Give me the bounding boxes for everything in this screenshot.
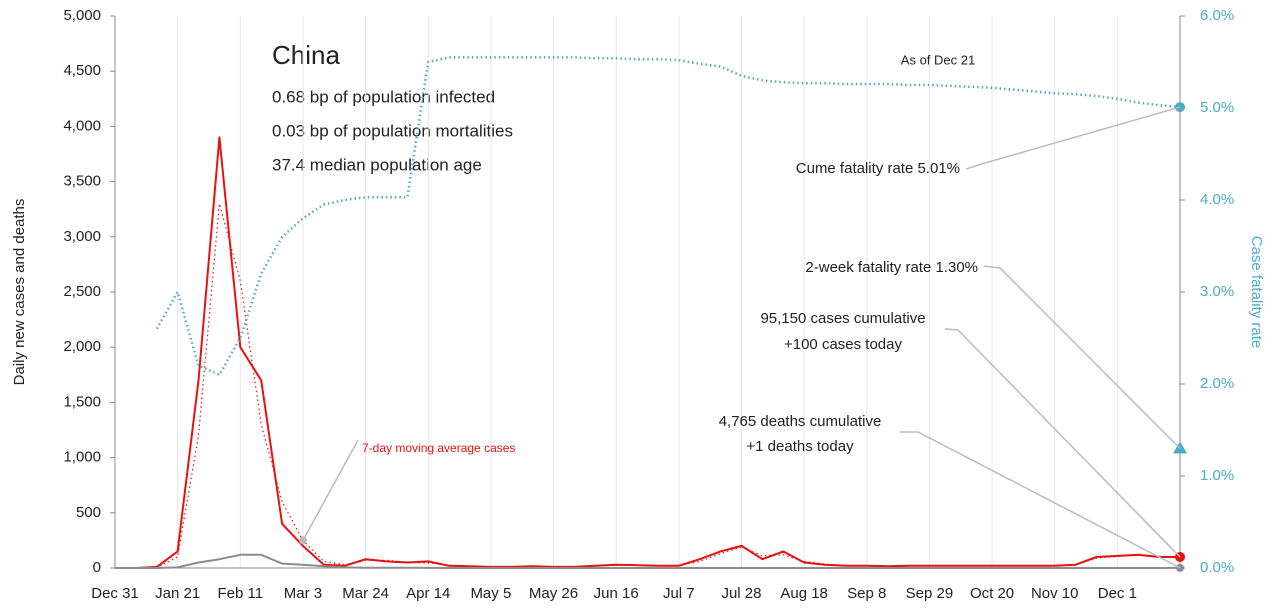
leader-line xyxy=(900,431,1181,569)
annotation: Cume fatality rate 5.01% xyxy=(796,160,960,177)
annotation: +1 deaths today xyxy=(746,438,854,455)
x-tick-label: Jul 7 xyxy=(663,585,695,602)
annotation: +100 cases today xyxy=(784,336,903,353)
series-line xyxy=(155,56,1181,377)
annotation: As of Dec 21 xyxy=(901,52,975,67)
x-tick-label: Dec 1 xyxy=(1098,585,1137,602)
annotation: 4,765 deaths cumulative xyxy=(719,413,882,430)
x-tick-label: Sep 29 xyxy=(906,585,954,602)
y-tick-label: 2,500 xyxy=(63,283,101,300)
x-tick-label: Jan 21 xyxy=(155,585,200,602)
leader-line xyxy=(302,439,359,541)
series-line xyxy=(115,136,1180,569)
y-tick-label: 1,500 xyxy=(63,393,101,410)
y-tick-label: 3,000 xyxy=(63,228,101,245)
leader-line xyxy=(944,328,1181,558)
y2-tick-label: 3.0% xyxy=(1200,283,1234,300)
x-tick-label: Aug 18 xyxy=(780,585,828,602)
x-tick-label: Mar 3 xyxy=(284,585,322,602)
note: 0.68 bp of population infected xyxy=(272,87,495,106)
y-tick-label: 2,000 xyxy=(63,338,101,355)
y-tick-label: 5,000 xyxy=(63,7,101,24)
y2-axis-label: Case fatality rate xyxy=(1248,236,1265,349)
y2-tick-label: 4.0% xyxy=(1200,191,1234,208)
y-tick-label: 1,000 xyxy=(63,449,101,466)
y-tick-label: 0 xyxy=(93,559,101,576)
x-tick-label: Oct 20 xyxy=(970,585,1014,602)
y-tick-label: 4,500 xyxy=(63,62,101,79)
x-tick-label: Jul 28 xyxy=(721,585,761,602)
y2-tick-label: 2.0% xyxy=(1200,375,1234,392)
x-tick-label: Nov 10 xyxy=(1031,585,1079,602)
chart-title: China xyxy=(272,40,340,70)
note: 37.4 median population age xyxy=(272,155,482,174)
y-tick-label: 3,500 xyxy=(63,173,101,190)
y2-tick-label: 5.0% xyxy=(1200,99,1234,116)
x-tick-label: May 26 xyxy=(529,585,578,602)
y-tick-label: 4,000 xyxy=(63,117,101,134)
x-tick-label: Sep 8 xyxy=(847,585,886,602)
series-label: 7-day moving average cases xyxy=(362,441,515,455)
x-tick-label: Dec 31 xyxy=(91,585,139,602)
x-tick-label: May 5 xyxy=(470,585,511,602)
x-tick-label: Apr 14 xyxy=(406,585,450,602)
annotation: 95,150 cases cumulative xyxy=(760,310,925,327)
y-axis-label: Daily new cases and deaths xyxy=(11,199,28,386)
label-dot xyxy=(298,536,307,545)
y-tick-label: 500 xyxy=(76,504,101,521)
y2-tick-label: 1.0% xyxy=(1200,467,1234,484)
leader-line xyxy=(983,265,1181,449)
y2-tick-label: 6.0% xyxy=(1200,7,1234,24)
x-tick-label: Jun 16 xyxy=(594,585,639,602)
y2-tick-label: 0.0% xyxy=(1200,559,1234,576)
x-tick-label: Mar 24 xyxy=(342,585,389,602)
series-line xyxy=(115,553,1181,569)
annotation: 2-week fatality rate 1.30% xyxy=(805,259,978,276)
note: 0.03 bp of population mortalities xyxy=(272,121,513,140)
series-line xyxy=(115,203,1181,569)
x-tick-label: Feb 11 xyxy=(217,585,263,602)
leader-line xyxy=(965,106,1181,170)
